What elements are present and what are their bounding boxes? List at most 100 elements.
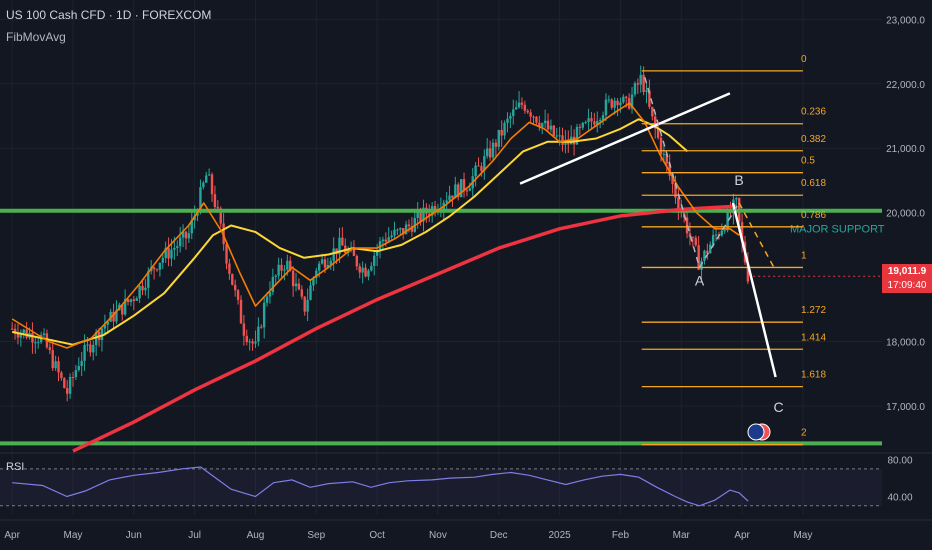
x-axis-tick: Apr [4,530,20,541]
candle-body [714,234,718,236]
rsi-line [12,466,749,507]
candle-body [723,230,726,232]
y-axis-tick: 17,000.0 [886,402,925,413]
wave-label: B [734,172,743,188]
candle-body [590,118,593,122]
candle-body [399,228,402,230]
indicator-label[interactable]: FibMovAvg [6,30,66,44]
candle-body [123,299,127,315]
candle-body [454,184,457,199]
candle-body [416,211,419,219]
candle-body [283,269,286,271]
candle-body [740,222,744,242]
candle-body [312,278,315,286]
candle-body [210,174,214,195]
candle-body [147,271,150,288]
candle-body [549,125,553,130]
candle-body [89,344,92,353]
wave-label: C [774,399,784,415]
candle-body [57,361,60,373]
candle-body [68,377,72,394]
candle-body [129,299,133,303]
candle-body [622,96,625,103]
candle-body [144,287,147,291]
wave-label: A [695,272,705,288]
candle-body [25,329,28,338]
candle-body [703,250,706,261]
rsi-label[interactable]: RSI [6,461,25,473]
y-axis-tick: 22,000.0 [886,80,925,91]
candle-body [468,188,472,191]
rsi-tick: 80.00 [887,456,912,467]
candle-body [239,299,243,324]
candle-body [642,74,645,93]
trendline [519,92,731,185]
candle-body [651,106,654,117]
candle-body [509,115,512,119]
symbol-title[interactable]: US 100 Cash CFD · 1D · FOREXCOM [6,8,212,22]
candle-body [315,270,318,279]
candle-body [648,90,651,107]
candle-body [662,153,666,155]
candle-body [289,260,292,271]
candle-body [190,220,193,234]
fib-level-label: 0.786 [801,210,826,221]
candle-body [636,83,640,85]
candle-body [480,166,483,171]
candle-body [535,116,538,123]
candle-body [465,190,469,192]
candle-body [274,275,277,277]
candle-body [506,118,509,123]
candle-body [318,263,321,271]
candle-body [474,165,477,177]
candle-body [63,378,66,389]
candle-body [320,259,324,264]
candle-body [625,96,628,99]
candle-body [538,122,541,128]
candle-body [164,247,167,259]
fib-level-label: 0.236 [801,107,826,118]
candle-body [242,323,246,336]
fib-level-label: 0.618 [801,178,826,189]
candle-body [598,120,602,122]
candle-body [448,195,451,201]
candle-body [100,328,104,341]
candle-body [558,135,561,137]
candle-body [555,135,558,137]
candle-body [173,247,176,250]
candle-body [639,74,642,85]
candle-body [364,267,367,277]
candle-body [697,245,700,270]
candle-body [219,208,222,224]
candle-body [491,142,495,158]
candle-body [268,291,272,297]
candle-body [121,304,124,315]
flag-icon [747,423,765,441]
candle-body [141,285,144,291]
candle-body [387,237,390,242]
candle-body [10,328,14,330]
rsi-tick: 40.00 [887,493,912,504]
candle-body [286,260,289,270]
candle-body [234,284,237,291]
fib-level-label: 1 [801,250,807,261]
fib-level-label: 1.414 [801,332,826,343]
candle-body [71,377,75,379]
candle-body [746,262,750,282]
x-axis-tick: Jul [188,530,201,541]
candle-body [596,120,599,125]
candle-body [543,120,547,124]
candle-body [488,148,492,158]
candle-body [80,360,83,367]
candle-body [132,299,136,301]
candle-body [402,228,405,235]
candle-body [709,244,712,254]
candle-body [280,264,283,271]
candle-body [587,118,590,123]
candle-body [378,241,382,250]
candle-body [532,116,535,118]
candle-body [396,229,399,231]
candle-body [216,207,220,209]
candle-body [254,341,257,344]
